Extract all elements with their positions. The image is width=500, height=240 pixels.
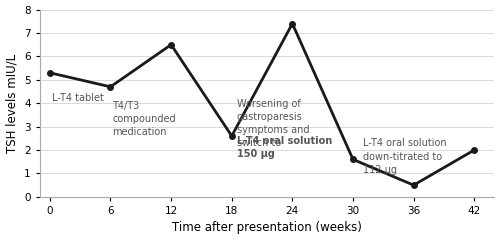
- X-axis label: Time after presentation (weeks): Time after presentation (weeks): [172, 222, 362, 234]
- Text: Worsening of
gastroparesis
symptoms and
switch to: Worsening of gastroparesis symptoms and …: [237, 99, 310, 148]
- Text: L-T4 oral solution
down-titrated to
112 μg: L-T4 oral solution down-titrated to 112 …: [363, 138, 446, 175]
- Text: L-T4 tablet: L-T4 tablet: [52, 93, 104, 103]
- Y-axis label: TSH levels mIU/L: TSH levels mIU/L: [6, 54, 18, 153]
- Text: T4/T3
compounded
medication: T4/T3 compounded medication: [112, 101, 176, 137]
- Text: L-T4 oral solution
150 μg: L-T4 oral solution 150 μg: [237, 136, 332, 159]
